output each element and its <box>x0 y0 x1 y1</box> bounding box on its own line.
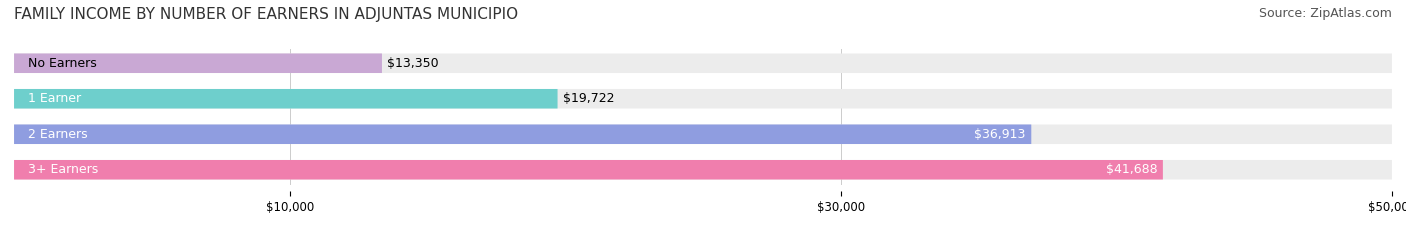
FancyBboxPatch shape <box>14 124 1392 144</box>
Text: $19,722: $19,722 <box>562 92 614 105</box>
Text: FAMILY INCOME BY NUMBER OF EARNERS IN ADJUNTAS MUNICIPIO: FAMILY INCOME BY NUMBER OF EARNERS IN AD… <box>14 7 519 22</box>
Text: 1 Earner: 1 Earner <box>28 92 82 105</box>
Text: 3+ Earners: 3+ Earners <box>28 163 98 176</box>
Text: No Earners: No Earners <box>28 57 97 70</box>
FancyBboxPatch shape <box>14 54 1392 73</box>
FancyBboxPatch shape <box>14 160 1392 179</box>
Text: Source: ZipAtlas.com: Source: ZipAtlas.com <box>1258 7 1392 20</box>
Text: $13,350: $13,350 <box>388 57 439 70</box>
Text: 2 Earners: 2 Earners <box>28 128 87 141</box>
FancyBboxPatch shape <box>14 89 1392 109</box>
FancyBboxPatch shape <box>14 54 382 73</box>
Text: $41,688: $41,688 <box>1105 163 1157 176</box>
FancyBboxPatch shape <box>14 160 1163 179</box>
FancyBboxPatch shape <box>14 124 1031 144</box>
FancyBboxPatch shape <box>14 89 558 109</box>
Text: $36,913: $36,913 <box>974 128 1026 141</box>
